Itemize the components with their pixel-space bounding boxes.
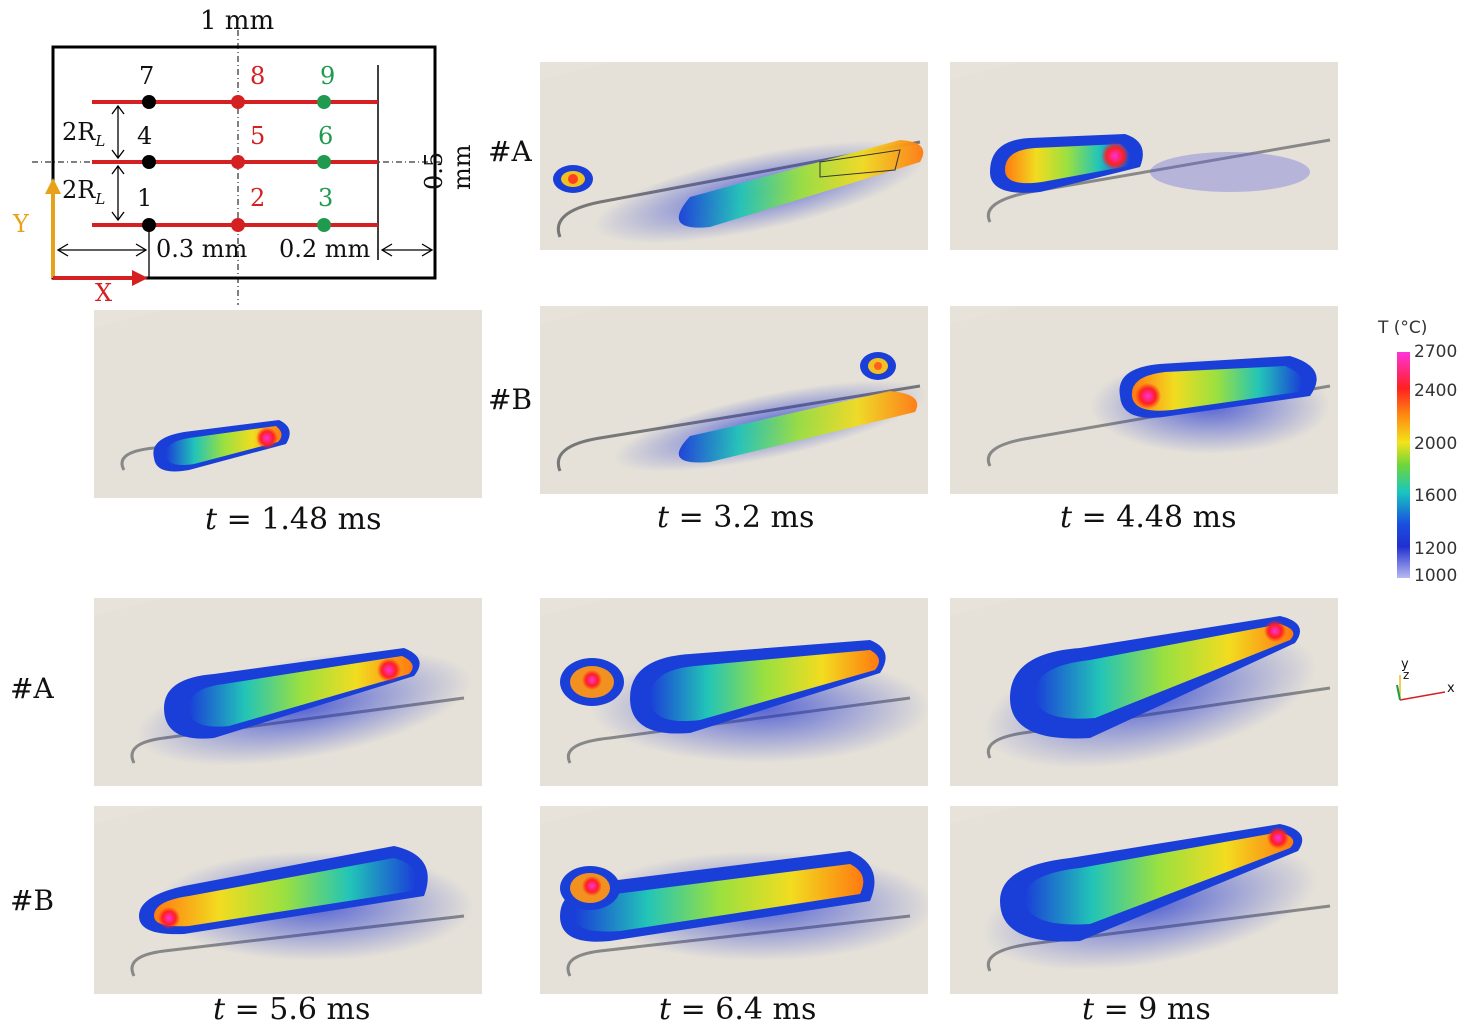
- time-label-9: t = 9 ms: [1082, 992, 1211, 1027]
- time-label-5p6: t = 5.6 ms: [213, 992, 370, 1027]
- colorbar-tick-2000: 2000: [1414, 434, 1457, 454]
- point-label-5: 5: [250, 122, 265, 150]
- point-label-6: 6: [318, 122, 333, 150]
- row-label-b-top: #B: [488, 383, 532, 416]
- time-label-3p2: t = 3.2 ms: [657, 500, 814, 535]
- sim-panel-b-3p2ms: [540, 306, 928, 494]
- right-dimension: 0.5 mm: [420, 100, 476, 190]
- point-label-4: 4: [137, 122, 152, 150]
- dim-left-label: 0.3 mm: [156, 235, 247, 263]
- radius-label-upper: 2RL: [62, 118, 105, 150]
- colorbar-tick-2700: 2700: [1414, 342, 1457, 362]
- colorbar-tick-1200: 1200: [1414, 539, 1457, 559]
- colorbar-tick-2400: 2400: [1414, 381, 1457, 401]
- radius-label-lower: 2RL: [62, 176, 105, 208]
- axes-triad: x y z: [1385, 655, 1460, 710]
- y-axis-label: Y: [13, 210, 29, 238]
- row-label-a-bottom: #A: [10, 672, 54, 705]
- colorbar-gradient: [1397, 352, 1410, 578]
- point-label-1: 1: [137, 184, 152, 212]
- colorbar-title: T (°C): [1378, 318, 1427, 338]
- sim-panel-a-4p48ms-top: [950, 62, 1338, 250]
- triad-z-label: z: [1403, 668, 1409, 682]
- point-label-8: 8: [250, 62, 265, 90]
- x-axis-label: X: [95, 279, 112, 307]
- point-label-9: 9: [320, 62, 335, 90]
- sim-panel-1p48ms: [94, 310, 482, 498]
- point-label-3: 3: [318, 184, 333, 212]
- sim-panel-a-5p6ms: [94, 598, 482, 786]
- time-label-4p48: t = 4.48 ms: [1060, 500, 1236, 535]
- dim-right-label: 0.2 mm: [279, 235, 370, 263]
- sim-panel-a-9ms: [950, 598, 1338, 786]
- row-label-a-top: #A: [488, 135, 532, 168]
- schematic: 1 mm 0.5 mm 0.3 mm 0.2 mm 2RL 2RL Y X 7 …: [0, 0, 470, 305]
- sim-panel-b-4p48ms: [950, 306, 1338, 494]
- sim-panel-a-3p2ms: [540, 62, 928, 250]
- row-label-b-bottom: #B: [10, 884, 54, 917]
- time-label-1p48: t = 1.48 ms: [205, 502, 381, 537]
- colorbar-tick-1000: 1000: [1414, 566, 1457, 586]
- top-dimension: 1 mm: [200, 6, 274, 36]
- point-label-2: 2: [250, 184, 265, 212]
- triad-x-label: x: [1447, 681, 1455, 696]
- colorbar: T (°C) 2700 2400 2000 1600 1200 1000: [1370, 318, 1464, 588]
- time-label-6p4: t = 6.4 ms: [659, 992, 816, 1027]
- sim-panel-a-6p4ms: [540, 598, 928, 786]
- sim-panel-b-9ms: [950, 806, 1338, 994]
- point-label-7: 7: [139, 62, 154, 90]
- sim-panel-b-5p6ms: [94, 806, 482, 994]
- colorbar-tick-1600: 1600: [1414, 486, 1457, 506]
- sim-panel-b-6p4ms: [540, 806, 928, 994]
